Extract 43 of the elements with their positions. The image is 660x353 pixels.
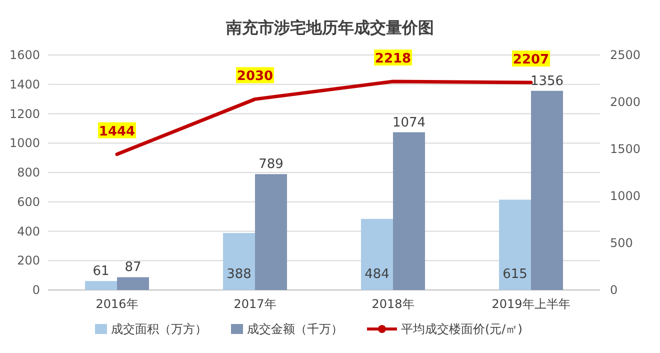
y2-tick-label: 1500 [610, 142, 641, 156]
data-label: 615 [502, 267, 528, 282]
y2-tick-label: 2000 [610, 95, 641, 109]
data-label: 388 [226, 267, 252, 282]
legend-label: 平均成交楼面价(元/㎡) [401, 322, 522, 336]
bar [531, 90, 563, 290]
data-label: 1444 [98, 124, 136, 140]
data-label: 61 [92, 264, 110, 280]
data-label: 1356 [530, 74, 564, 89]
data-label: 87 [124, 260, 142, 276]
y-tick-label: 200 [17, 254, 40, 268]
chart-title: 南充市涉宅地历年成交量价图 [225, 18, 434, 37]
x-tick-label: 2016年 [96, 297, 138, 311]
y2-tick-label: 2500 [610, 48, 641, 62]
data-label: 484 [364, 267, 390, 282]
y2-tick-label: 0 [610, 283, 618, 297]
bar [255, 174, 287, 290]
y-tick-label: 1400 [9, 77, 40, 92]
data-label: 789 [258, 157, 284, 172]
x-tick-label: 2017年 [234, 297, 276, 311]
legend-label: 成交面积（万方） [111, 322, 207, 336]
data-label: 1074 [392, 115, 426, 130]
legend-label: 成交金额（千万） [247, 322, 343, 336]
bar [361, 218, 393, 290]
y-tick-label: 0 [32, 283, 40, 297]
y-tick-label: 400 [17, 224, 40, 238]
bar [117, 277, 149, 290]
bar [223, 233, 255, 290]
y-tick-label: 1600 [9, 48, 40, 62]
data-label: 2207 [512, 52, 550, 68]
x-tick-label: 2018年 [372, 297, 414, 311]
y2-tick-label: 500 [610, 236, 633, 250]
data-label: 2030 [236, 69, 274, 84]
bar [393, 132, 425, 290]
y-tick-label: 800 [17, 166, 40, 180]
y-tick-label: 600 [17, 194, 40, 209]
y-tick-label: 1000 [9, 136, 40, 150]
y2-tick-label: 1000 [610, 189, 641, 203]
x-tick-label: 2019年上半年 [492, 297, 570, 311]
y-tick-label: 1200 [9, 106, 40, 121]
bar [85, 281, 117, 290]
data-label: 2218 [374, 52, 412, 67]
bar [499, 200, 531, 290]
